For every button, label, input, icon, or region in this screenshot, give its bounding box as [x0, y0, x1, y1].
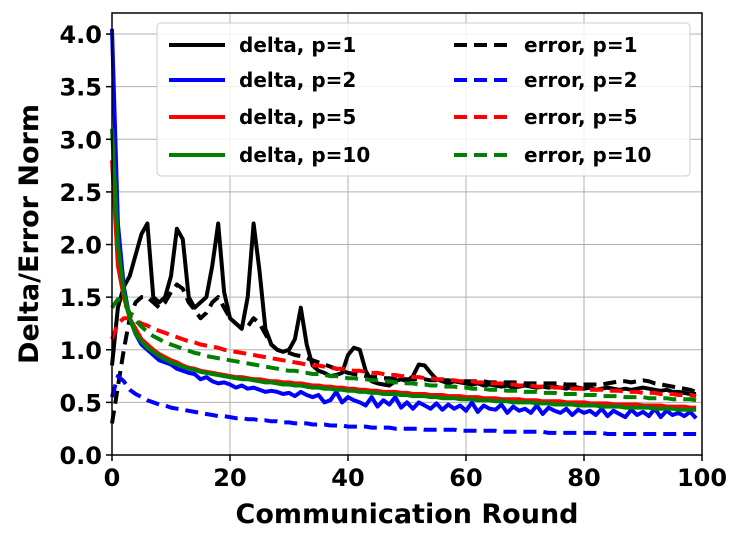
series-group: [110, 28, 698, 436]
axis-ticks: 0 20 40 60 80 100 0.0 0.5 1.0 1.5 2.0 2.5 3.0 3.5 4.0: [59, 21, 727, 492]
x-tick-label: 40: [331, 464, 364, 492]
legend: delta, p=1 delta, p=2 delta, p=5 delta, p=1…: [156, 22, 691, 177]
legend-label: error, p=5: [524, 105, 638, 129]
series-line-error-p-2: [110, 374, 697, 436]
y-tick-label: 2.0: [59, 232, 102, 260]
x-tick-label: 60: [449, 464, 482, 492]
y-tick-label: 0.5: [59, 389, 102, 417]
legend-label: delta, p=5: [239, 105, 356, 129]
y-tick-label: 2.5: [59, 179, 102, 207]
y-tick-label: 1.0: [59, 337, 102, 365]
x-tick-label: 0: [104, 464, 121, 492]
x-tick-label: 20: [213, 464, 246, 492]
legend-label: error, p=10: [524, 143, 651, 167]
legend-label: delta, p=10: [239, 143, 370, 167]
y-axis-label: Delta/Error Norm: [14, 104, 45, 364]
y-tick-label: 3.5: [59, 74, 102, 102]
legend-label: error, p=2: [524, 68, 638, 92]
x-axis-label: Communication Round: [236, 499, 579, 530]
series-line-delta-p-10: [110, 128, 697, 412]
legend-box: [156, 22, 691, 177]
y-tick-label: 1.5: [59, 284, 102, 312]
y-tick-label: 0.0: [59, 442, 102, 470]
y-tick-label: 3.0: [59, 126, 102, 154]
x-tick-label: 100: [677, 464, 727, 492]
series-line-error-p-10: [110, 297, 697, 403]
y-tick-label: 4.0: [59, 21, 102, 49]
legend-label: delta, p=1: [239, 33, 356, 57]
legend-label: error, p=1: [524, 33, 638, 57]
legend-label: delta, p=2: [239, 68, 356, 92]
plot-frame: [111, 12, 703, 456]
x-tick-label: 80: [567, 464, 600, 492]
series-line-delta-p-2: [110, 28, 698, 420]
series-line-error-p-5: [110, 316, 697, 399]
